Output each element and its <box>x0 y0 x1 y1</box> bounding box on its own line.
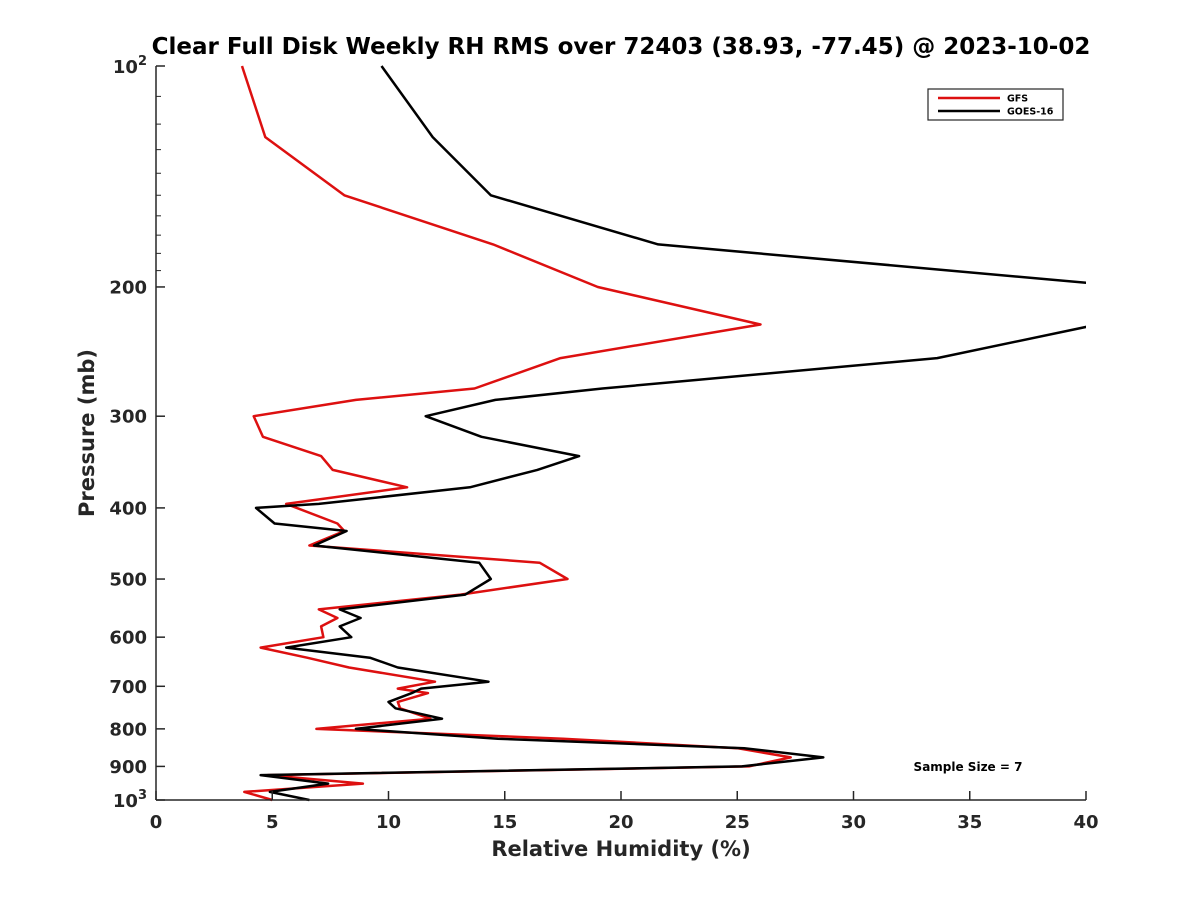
y-tick-label: 400 <box>109 498 147 519</box>
sample-size-annotation: Sample Size = 7 <box>914 760 1023 774</box>
x-tick-label: 15 <box>492 812 517 833</box>
legend-label-gfs: GFS <box>1007 94 1028 105</box>
x-tick-label: 35 <box>957 812 982 833</box>
x-tick-label: 10 <box>376 812 401 833</box>
y-tick-label: 500 <box>109 570 147 591</box>
y-tick-label: 600 <box>109 628 147 649</box>
legend: GFS GOES-16 <box>927 88 1064 121</box>
series-layer <box>240 65 1086 802</box>
y-tick-label: 300 <box>109 407 147 428</box>
legend-label-goes-16: GOES-16 <box>1007 107 1054 118</box>
x-tick-label: 25 <box>725 812 750 833</box>
legend-box <box>927 88 1064 121</box>
y-tick-label: 102 <box>113 54 147 78</box>
x-tick-label: 20 <box>608 812 633 833</box>
x-axis-label: Relative Humidity (%) <box>491 837 750 861</box>
x-tick-label: 30 <box>841 812 866 833</box>
tick-layer: 0 5 10 15 20 25 30 35 40 102 200 300 400 500 600 700 800… <box>109 54 1098 833</box>
series-line-goes-16 <box>254 65 1086 802</box>
y-tick-label: 103 <box>113 788 147 812</box>
x-tick-label: 40 <box>1073 812 1098 833</box>
x-tick-label: 0 <box>150 812 163 833</box>
y-axis-label: Pressure (mb) <box>75 349 99 517</box>
y-tick-label: 700 <box>109 677 147 698</box>
axes-layer <box>155 66 1086 801</box>
series-line-gfs <box>240 65 792 802</box>
y-tick-label: 200 <box>109 277 147 298</box>
x-tick-label: 5 <box>266 812 279 833</box>
chart-title: Clear Full Disk Weekly RH RMS over 72403… <box>152 34 1091 60</box>
y-tick-label: 800 <box>109 719 147 740</box>
y-tick-label: 900 <box>109 757 147 778</box>
